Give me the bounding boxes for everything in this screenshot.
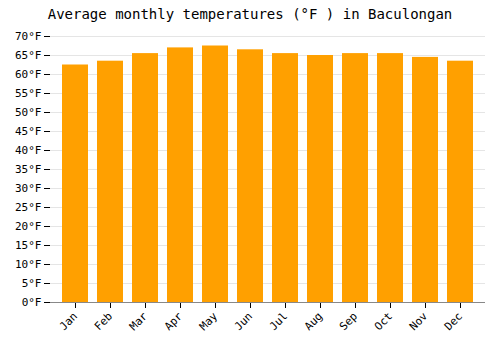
- svg-text:10°F: 10°F: [15, 258, 42, 271]
- svg-text:35°F: 35°F: [15, 163, 42, 176]
- svg-text:Sep: Sep: [337, 310, 360, 333]
- svg-text:60°F: 60°F: [15, 68, 42, 81]
- svg-text:Jun: Jun: [232, 310, 255, 333]
- svg-text:65°F: 65°F: [15, 49, 42, 62]
- svg-text:55°F: 55°F: [15, 87, 42, 100]
- svg-text:Mar: Mar: [127, 309, 151, 333]
- svg-text:40°F: 40°F: [15, 144, 42, 157]
- html-text:Average monthly temperatures (: Average monthly temperatures (°F ) in Ba…: [47, 6, 453, 22]
- svg-text:Jul: Jul: [267, 310, 290, 333]
- svg-text:Jan: Jan: [57, 310, 80, 333]
- svg-text:70°F: 70°F: [15, 30, 42, 43]
- svg-text:Oct: Oct: [372, 310, 395, 333]
- svg-text:0°F: 0°F: [22, 296, 42, 309]
- svg-text:5°F: 5°F: [22, 277, 42, 290]
- svg-text:Aug: Aug: [302, 310, 325, 333]
- svg-text:Apr: Apr: [162, 309, 186, 333]
- svg-text:Nov: Nov: [407, 309, 431, 333]
- svg-text:15°F: 15°F: [15, 239, 42, 252]
- svg-text:30°F: 30°F: [15, 182, 42, 195]
- svg-text:50°F: 50°F: [15, 106, 42, 119]
- svg-text:Dec: Dec: [442, 310, 465, 333]
- svg-text:45°F: 45°F: [15, 125, 42, 138]
- svg-text:25°F: 25°F: [15, 201, 42, 214]
- svg-text:May: May: [197, 309, 221, 333]
- svg-text:Feb: Feb: [92, 310, 115, 333]
- svg-text:20°F: 20°F: [15, 220, 42, 233]
